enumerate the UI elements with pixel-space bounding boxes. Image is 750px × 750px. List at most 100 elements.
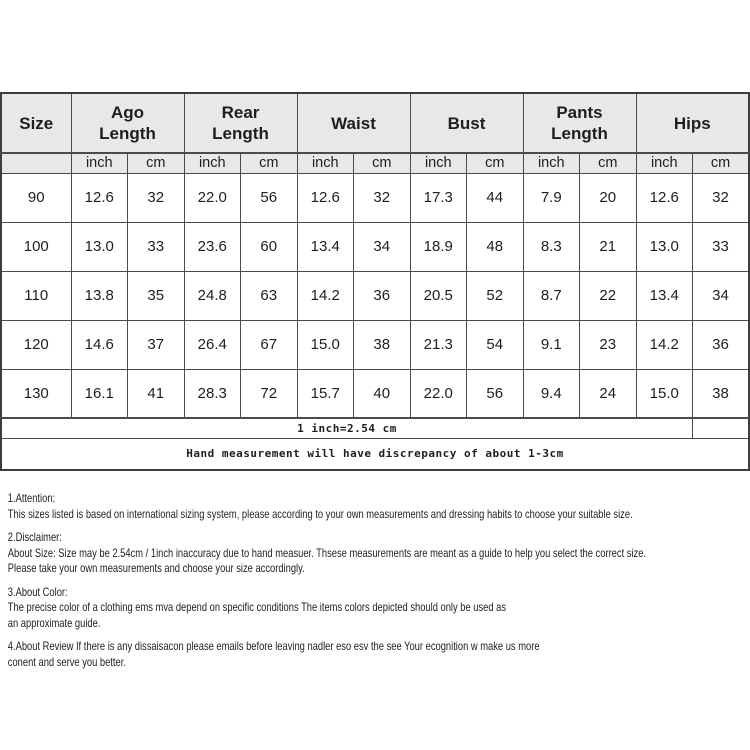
note-line: About Size: Size may be 2.54cm / 1inch i…: [7, 545, 647, 560]
unit-header-cm: cm: [353, 152, 411, 174]
size-cell: 130: [0, 368, 72, 419]
table-cell: 56: [466, 368, 524, 419]
table-row: 120 14.6 37 26.4 67 15.0 38 21.3 54 9.1 …: [0, 319, 750, 370]
table-row: 110 13.8 35 24.8 63 14.2 36 20.5 52 8.7 …: [0, 270, 750, 321]
note-heading: 3.About Color:: [7, 584, 68, 599]
unit-header-inch: inch: [409, 152, 467, 174]
table-cell: 13.8: [70, 270, 128, 321]
table-cell: 22.0: [409, 368, 467, 419]
table-cell: 72: [240, 368, 298, 419]
table-cell: 20: [579, 172, 637, 223]
table-cell: 56: [240, 172, 298, 223]
table-cell: 26.4: [183, 319, 241, 370]
column-header-rear-length: Rear Length: [183, 92, 298, 154]
table-cell: 23: [579, 319, 637, 370]
column-header-bust: Bust: [409, 92, 524, 154]
table-cell: 24: [579, 368, 637, 419]
unit-header-empty: [0, 152, 72, 174]
table-cell: 8.3: [522, 221, 580, 272]
note-about-review: 4.About Review If there is any dissaisac…: [8, 639, 749, 670]
table-cell: 33: [692, 221, 750, 272]
table-cell: 14.2: [635, 319, 693, 370]
note-attention: 1.Attention: This sizes listed is based …: [8, 491, 749, 522]
size-cell: 120: [0, 319, 72, 370]
table-cell: 38: [692, 368, 750, 419]
size-cell: 90: [0, 172, 72, 223]
conversion-note-empty-cell: [692, 417, 750, 439]
note-line: Please take your own measurements and ch…: [7, 561, 305, 575]
table-cell: 15.0: [635, 368, 693, 419]
table-cell: 17.3: [409, 172, 467, 223]
table-cell: 21: [579, 221, 637, 272]
column-header-waist: Waist: [296, 92, 411, 154]
table-row: 90 12.6 32 22.0 56 12.6 32 17.3 44 7.9 2…: [0, 172, 750, 223]
table-cell: 63: [240, 270, 298, 321]
note-line: an approximate guide.: [7, 615, 101, 630]
table-cell: 20.5: [409, 270, 467, 321]
table-cell: 44: [466, 172, 524, 223]
unit-header-cm: cm: [466, 152, 524, 174]
table-cell: 21.3: [409, 319, 467, 370]
table-cell: 18.9: [409, 221, 467, 272]
table-cell: 54: [466, 319, 524, 370]
table-cell: 14.2: [296, 270, 354, 321]
table-cell: 12.6: [296, 172, 354, 223]
table-cell: 15.7: [296, 368, 354, 419]
table-cell: 15.0: [296, 319, 354, 370]
table-cell: 38: [353, 319, 411, 370]
table-cell: 35: [127, 270, 185, 321]
note-line: The precise color of a clothing ems mva …: [7, 600, 507, 614]
table-cell: 23.6: [183, 221, 241, 272]
table-cell: 60: [240, 221, 298, 272]
note-about-color: 3.About Color: The precise color of a cl…: [8, 585, 749, 632]
column-header-pants-length: Pants Length: [522, 92, 637, 154]
table-cell: 52: [466, 270, 524, 321]
size-chart-section: Size Ago Length Rear Length Waist Bust P…: [0, 92, 750, 471]
table-cell: 34: [692, 270, 750, 321]
table-cell: 13.4: [635, 270, 693, 321]
table-cell: 13.4: [296, 221, 354, 272]
table-cell: 67: [240, 319, 298, 370]
unit-header-inch: inch: [635, 152, 693, 174]
discrepancy-note-row: Hand measurement will have discrepancy o…: [0, 437, 750, 471]
table-cell: 12.6: [70, 172, 128, 223]
conversion-note-row: 1 inch=2.54 cm: [0, 417, 750, 439]
unit-header-cm: cm: [127, 152, 185, 174]
notes-section: 1.Attention: This sizes listed is based …: [0, 491, 749, 670]
table-cell: 22.0: [183, 172, 241, 223]
size-chart-table: Size Ago Length Rear Length Waist Bust P…: [0, 92, 750, 471]
note-line: conent and serve you better.: [7, 654, 126, 669]
table-cell: 22: [579, 270, 637, 321]
unit-header-inch: inch: [70, 152, 128, 174]
table-cell: 16.1: [70, 368, 128, 419]
discrepancy-note: Hand measurement will have discrepancy o…: [0, 437, 750, 471]
column-header-ago-length: Ago Length: [70, 92, 185, 154]
table-cell: 12.6: [635, 172, 693, 223]
note-line: 4.About Review If there is any dissaisac…: [7, 639, 540, 653]
table-cell: 9.1: [522, 319, 580, 370]
unit-header-inch: inch: [296, 152, 354, 174]
column-header-hips: Hips: [635, 92, 750, 154]
note-line: This sizes listed is based on internatio…: [7, 506, 633, 521]
note-heading: 2.Disclaimer:: [7, 530, 62, 544]
table-cell: 13.0: [635, 221, 693, 272]
table-cell: 48: [466, 221, 524, 272]
note-heading: 1.Attention:: [7, 491, 56, 505]
size-cell: 110: [0, 270, 72, 321]
table-cell: 32: [353, 172, 411, 223]
conversion-note: 1 inch=2.54 cm: [0, 417, 693, 439]
unit-header-cm: cm: [240, 152, 298, 174]
size-cell: 100: [0, 221, 72, 272]
table-cell: 9.4: [522, 368, 580, 419]
table-cell: 32: [692, 172, 750, 223]
table-cell: 40: [353, 368, 411, 419]
table-cell: 37: [127, 319, 185, 370]
table-cell: 36: [692, 319, 750, 370]
table-cell: 14.6: [70, 319, 128, 370]
table-cell: 36: [353, 270, 411, 321]
table-cell: 7.9: [522, 172, 580, 223]
table-cell: 34: [353, 221, 411, 272]
header-row: Size Ago Length Rear Length Waist Bust P…: [0, 92, 750, 154]
unit-header-inch: inch: [522, 152, 580, 174]
table-cell: 24.8: [183, 270, 241, 321]
